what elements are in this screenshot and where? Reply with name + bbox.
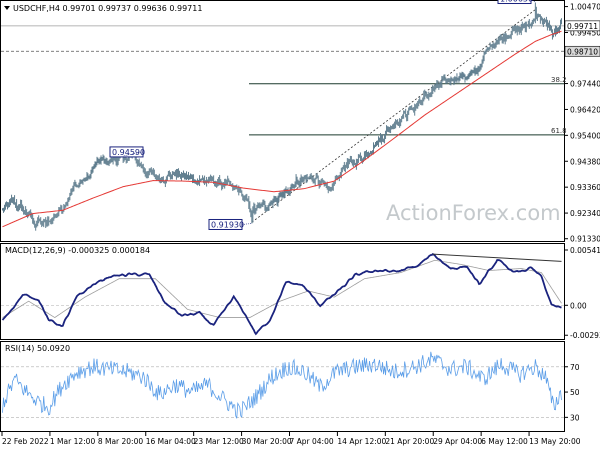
last-price-tag-label: 0.99711 [567, 22, 598, 31]
last-price-tag-box [564, 20, 600, 32]
watermark: ActionForex.com [386, 201, 561, 225]
rsi-tick-label: 70 [570, 363, 580, 372]
time-axis: 22 Feb 2022 1 Mar 12:00 8 Mar 20:00 16 Mar … [1, 432, 581, 446]
price-tick-label: 0.95400 [570, 131, 600, 140]
macd-y-axis: 0.00541 0.00 -0.00293 [564, 246, 600, 340]
macd-lines [1, 252, 564, 336]
moving-average-line [2, 30, 562, 228]
price-tick-label: 0.91330 [570, 235, 600, 244]
macd-main-line [1, 252, 562, 336]
price-level-lines: 38.2 61.8 [1, 9, 567, 223]
price-tick-label: 0.96420 [570, 105, 600, 114]
price-tick-label: 1.00470 [570, 3, 600, 12]
price-annotations: 1.00630 0.94590 0.91930 [109, 0, 536, 230]
rsi-y-axis: 70 50 30 [564, 363, 580, 422]
annotation-box [497, 0, 532, 5]
annotation-leader [241, 223, 252, 225]
level-tag-box [564, 45, 600, 57]
rsi-title: RSI(14) 50.0920 [5, 344, 70, 353]
time-tick-label: 7 Apr 04:00 [289, 437, 333, 446]
trend-projection-line [251, 9, 536, 223]
time-tick-label: 22 Feb 2022 [2, 437, 49, 446]
fib-level-label: 61.8 [551, 127, 567, 135]
rsi-lines [1, 351, 564, 419]
time-tick-label: 6 May 12:00 [481, 437, 528, 446]
price-y-axis: 1.00470 0.99450 0.97440 0.96420 0.95400 0.943… [564, 3, 600, 244]
macd-tick-label: 0.00 [570, 301, 587, 310]
time-tick-label: 13 May 20:00 [529, 437, 581, 446]
fib-level-label: 38.2 [551, 76, 567, 84]
macd-tick-label: -0.00293 [570, 331, 600, 340]
price-tick-label: 0.97440 [570, 80, 600, 89]
time-tick-label: 14 Apr 12:00 [337, 437, 386, 446]
price-tick-label: 0.99450 [570, 28, 600, 37]
annotation-leader [123, 151, 144, 157]
rsi-tick-label: 50 [570, 388, 580, 397]
macd-tick-label: 0.00541 [570, 246, 600, 255]
macd-signal-line [2, 259, 562, 319]
price-tick-label: 0.92340 [570, 209, 600, 218]
price-candles [2, 2, 562, 231]
rsi-tick-label: 30 [570, 413, 580, 422]
time-tick-label: 8 Mar 20:00 [98, 437, 144, 446]
time-tick-label: 1 Mar 12:00 [50, 437, 96, 446]
time-tick-label: 29 Apr 04:00 [433, 437, 482, 446]
macd-trendline [432, 253, 562, 262]
rsi-line [2, 351, 562, 419]
rsi-panel [0, 341, 565, 432]
price-panel [0, 0, 565, 242]
annotation-label: 0.91930 [211, 220, 244, 229]
time-tick-label: 21 Apr 20:00 [385, 437, 434, 446]
time-tick-label: 16 Mar 04:00 [146, 437, 196, 446]
time-tick-label: 30 Mar 20:00 [242, 437, 292, 446]
annotation-label: 1.00630 [500, 0, 533, 4]
price-tick-label: 0.93360 [570, 183, 600, 192]
time-tick-label: 23 Mar 12:00 [194, 437, 244, 446]
moving-average [2, 30, 562, 228]
annotation-leader [532, 0, 536, 3]
macd-title: MACD(12,26,9) -0.000325 0.000184 [5, 246, 150, 255]
symbol-menu-icon[interactable] [4, 6, 10, 10]
level-tag-label: 0.98710 [567, 47, 598, 56]
annotation-label: 0.94590 [112, 148, 145, 157]
price-title: USDCHF,H4 0.99701 0.99737 0.99636 0.9971… [13, 4, 202, 13]
price-tick-label: 0.94380 [570, 157, 600, 166]
